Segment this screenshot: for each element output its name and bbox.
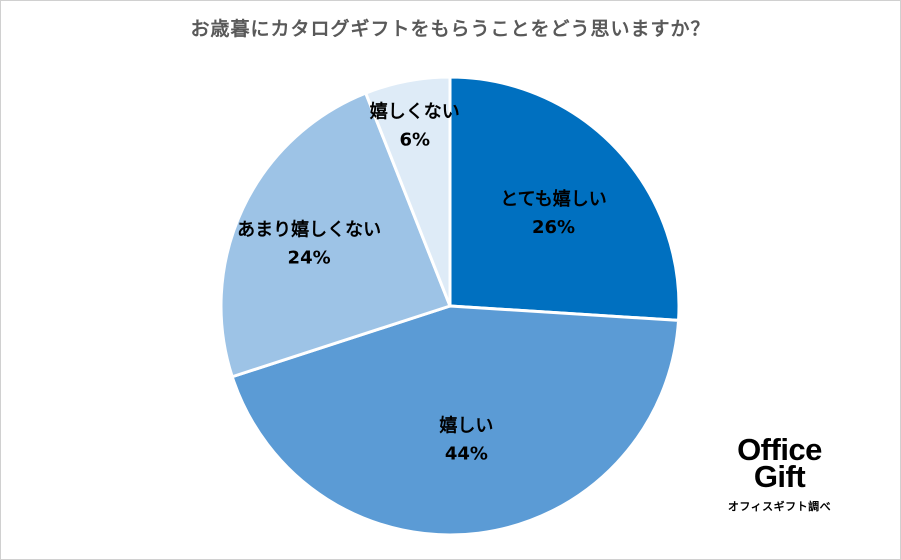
office-gift-logo: Office Gift オフィスギフト調べ — [712, 432, 847, 514]
logo-line-office: Office — [737, 432, 822, 467]
slice-value-0: 26% — [532, 217, 575, 238]
slice-label-0: とても嬉しい — [500, 188, 607, 210]
slice-label-1: 嬉しい — [439, 415, 493, 437]
slice-label-3: 嬉しくない — [370, 101, 460, 123]
chart-title: お歳暮にカタログギフトをもらうことをどう思いますか？ — [190, 18, 711, 40]
source-note: オフィスギフト調べ — [727, 500, 832, 513]
slice-value-1: 44% — [445, 444, 488, 465]
pie-slice-0 — [448, 75, 681, 322]
pie-slice-1 — [230, 304, 681, 537]
slice-label-2: あまり嬉しくない — [237, 219, 381, 241]
slice-value-2: 24% — [288, 248, 331, 269]
pie-slice-3 — [364, 75, 452, 308]
slice-value-3: 6% — [400, 130, 431, 151]
logo-line-gift: Gift — [753, 459, 806, 494]
